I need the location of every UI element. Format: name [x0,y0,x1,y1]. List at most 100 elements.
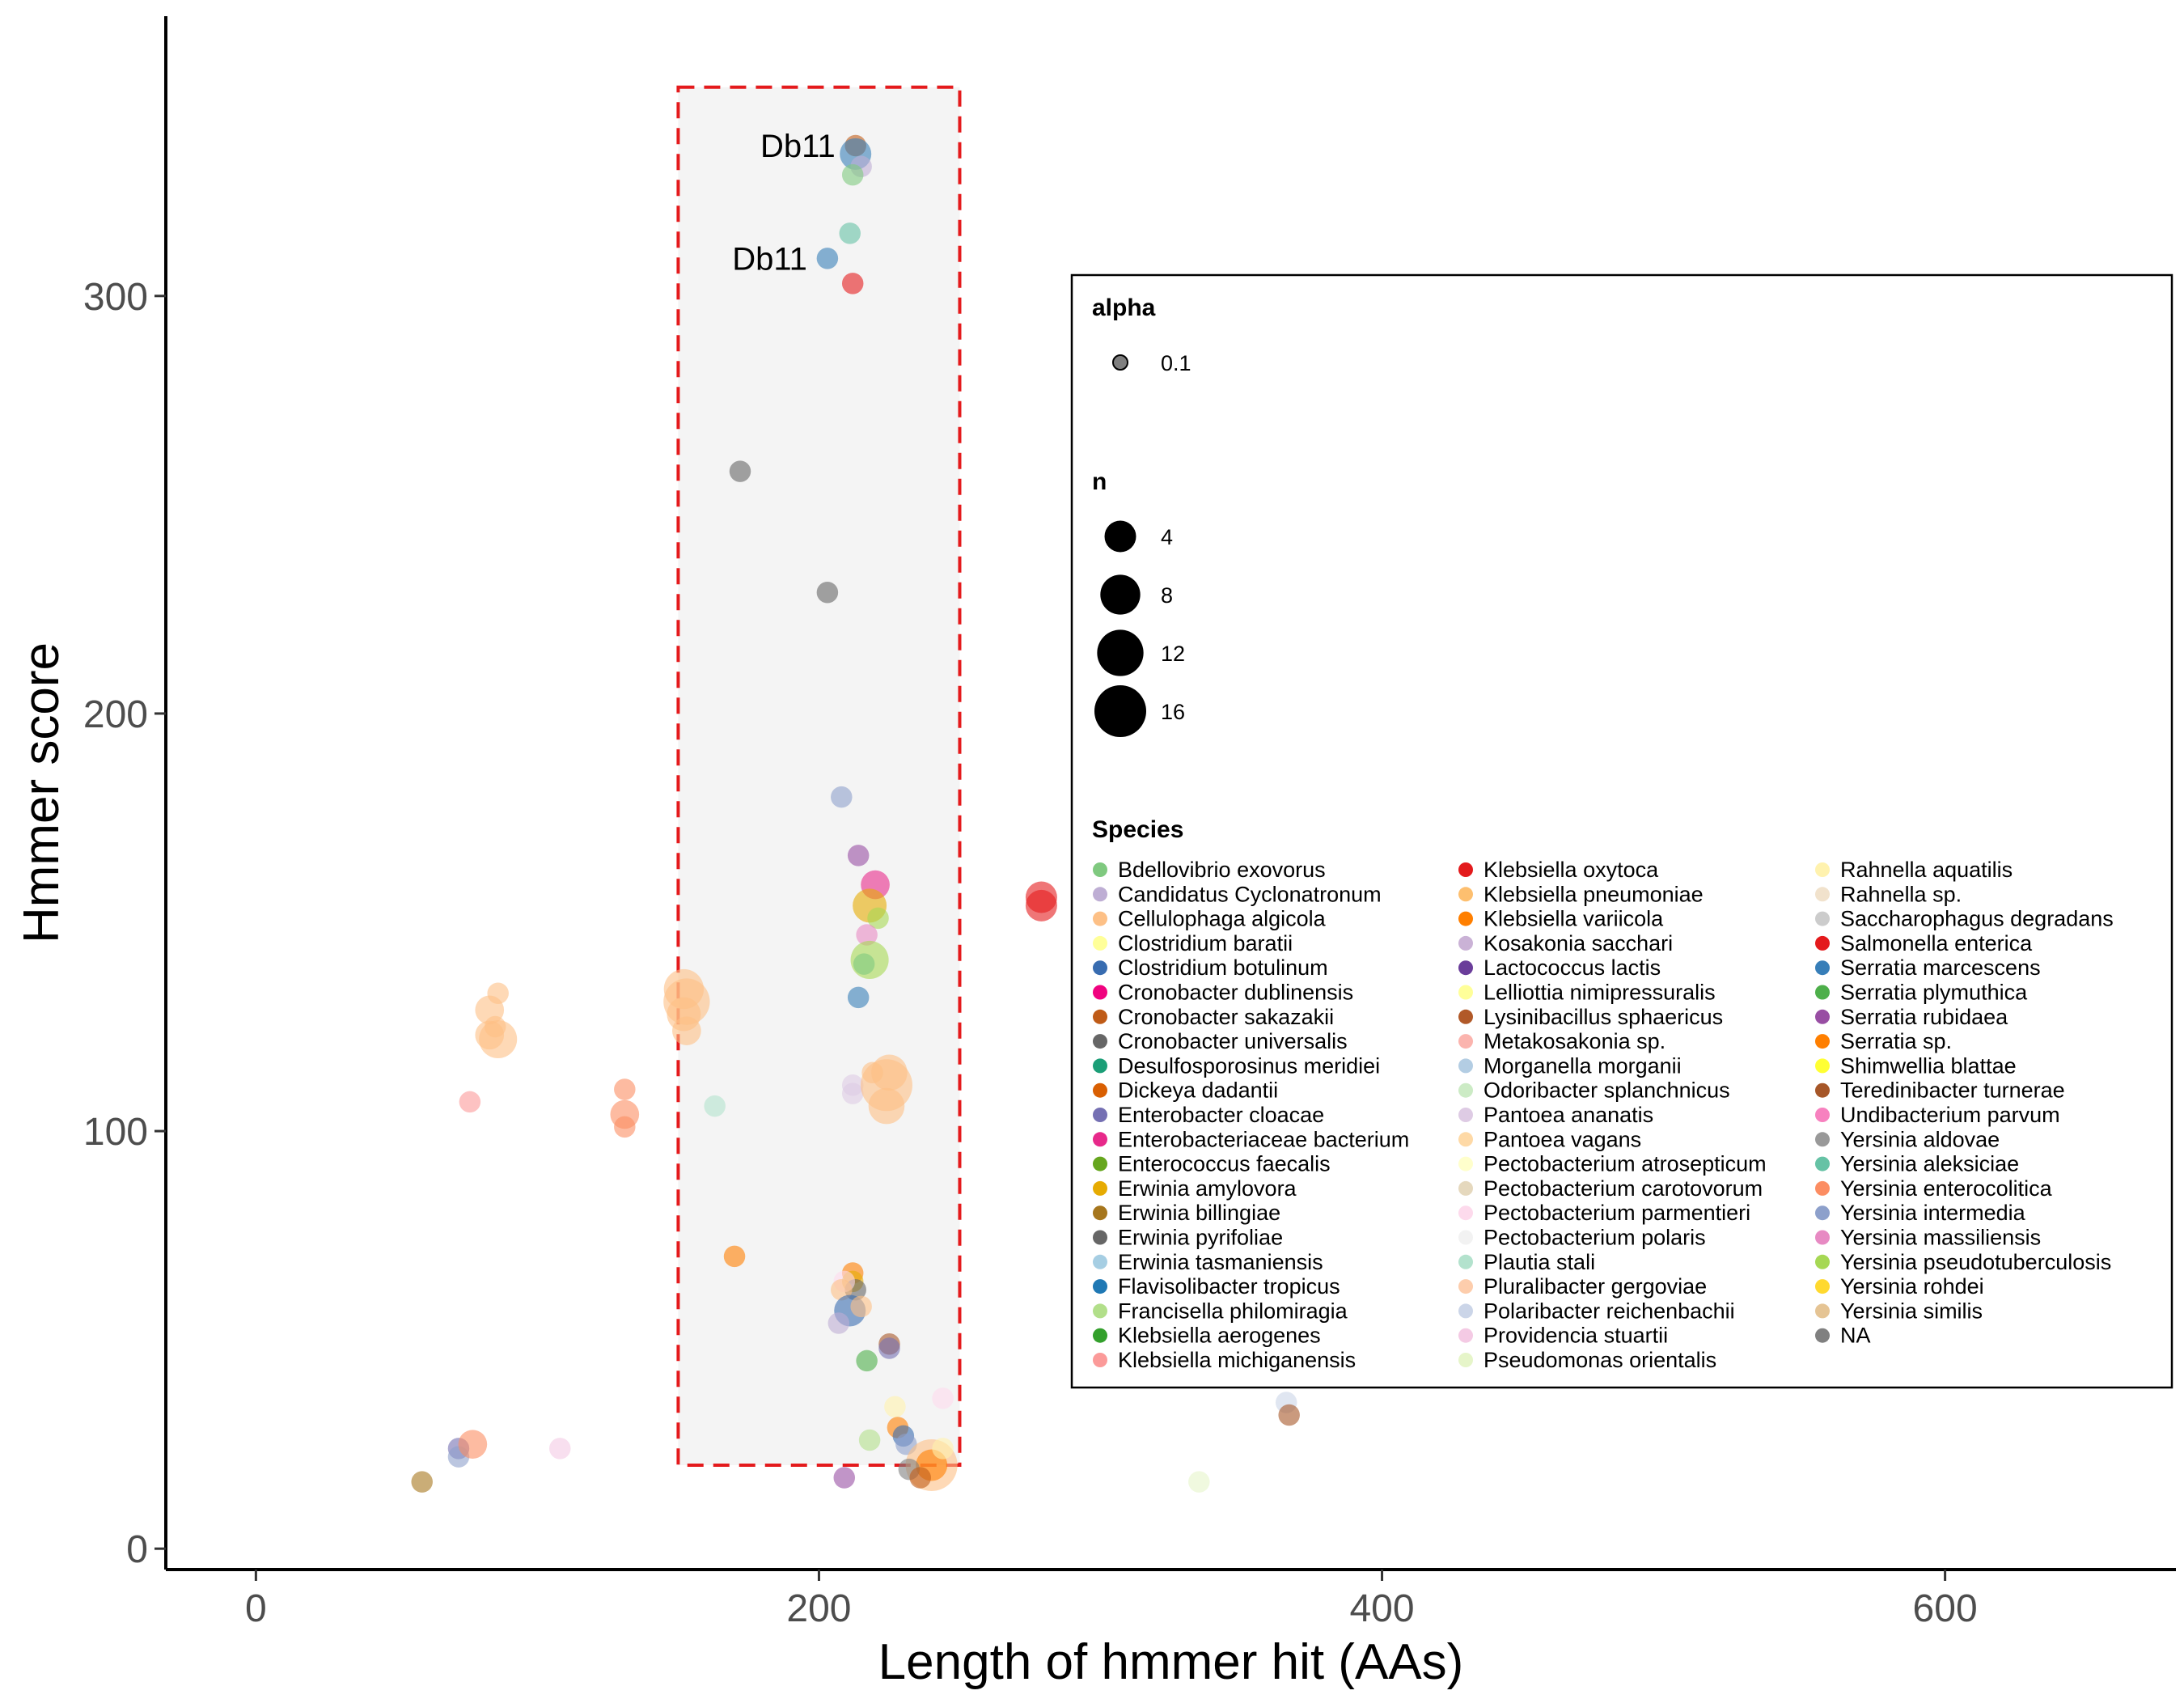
data-point [475,1020,505,1050]
legend-species-label: NA [1840,1324,1871,1348]
legend-species-key [1093,1156,1107,1172]
legend-species-label: Serratia sp. [1840,1029,1952,1053]
legend-species-key [1093,1353,1107,1367]
legend-species-label: Pluralibacter gergoviae [1484,1274,1707,1299]
legend-species-key [1815,935,1830,951]
legend-species-label: Clostridium botulinum [1118,955,1328,980]
legend-species-label: Pectobacterium polaris [1484,1226,1706,1250]
legend-species-key [1458,1132,1473,1147]
legend-species-label: Enterobacteriaceae bacterium [1118,1127,1409,1151]
x-tick-label: 600 [1913,1587,1978,1630]
legend-species-key [1093,1132,1107,1147]
data-point [839,222,861,244]
legend-species-label: Saccharophagus degradans [1840,907,2114,931]
data-point [672,1016,701,1046]
data-point [459,1091,481,1113]
legend-species-key [1458,911,1473,926]
legend-species-label: Cronobacter sakazakii [1118,1005,1334,1029]
legend-species-key [1093,935,1107,951]
legend-size-label: 8 [1161,583,1173,608]
legend-size-key [1100,574,1141,615]
data-point [856,1349,878,1372]
legend-species-key [1815,1108,1830,1122]
legend-species-key [1458,862,1473,877]
legend-species-key [1815,1205,1830,1221]
legend-species-label: Odoribacter splanchnicus [1484,1078,1730,1103]
legend-alpha-label: 0.1 [1161,351,1191,375]
legend-size-key [1094,685,1146,737]
y-axis-title: Hmmer score [14,642,70,943]
legend-species-label: Candidatus Cyclonatronum [1118,882,1382,906]
point-annotation: Db11 [732,241,807,277]
x-tick-label: 0 [245,1587,267,1630]
legend-species-label: Klebsiella michiganensis [1118,1348,1356,1372]
legend-species-key [1093,1205,1107,1221]
legend-species-label: Pectobacterium parmentieri [1484,1201,1750,1225]
point-annotation: Db11 [760,129,836,164]
legend-species-label: Yersinia enterocolitica [1840,1176,2053,1201]
legend-species-key [1458,935,1473,951]
legend-species-key [1093,1009,1107,1024]
legend-species-label: Providencia stuartii [1484,1324,1668,1348]
data-point [867,907,889,930]
data-point [816,582,839,604]
legend-size-label: 16 [1161,700,1185,724]
legend-species-label: Cronobacter dublinensis [1118,981,1353,1005]
annotation-layer: Db11 Db11 [732,129,835,277]
y-tick-label: 0 [126,1528,148,1571]
data-point [729,460,751,482]
legend-alpha-key [1112,354,1128,371]
data-point [831,786,853,808]
legend-species-label: Klebsiella variicola [1484,907,1664,931]
data-point [858,1429,881,1451]
legend-species-label: Erwinia billingiae [1118,1201,1280,1225]
legend-species-key [1458,1279,1473,1294]
x-tick-label: 200 [786,1587,851,1630]
data-point [841,273,864,294]
data-point [831,1278,853,1301]
data-point [847,986,870,1009]
legend-species-key [1093,960,1107,976]
legend-species-label: Cronobacter universalis [1118,1029,1348,1053]
legend-species-key [1458,1009,1473,1024]
legend-species-label: Shimwellia blattae [1840,1053,2017,1078]
legend-species-key [1458,1230,1473,1245]
legend-species-label: Desulfosporosinus meridiei [1118,1053,1380,1078]
legend-species-label: Klebsiella aerogenes [1118,1324,1321,1348]
legend-species-key [1815,1230,1830,1245]
legend-species-label: Metakosakonia sp. [1484,1029,1666,1053]
data-point [614,1078,636,1100]
legend-species-label: Polaribacter reichenbachii [1484,1299,1735,1323]
legend-species-label: Serratia rubidaea [1840,1005,2008,1029]
legend-species-label: Klebsiella oxytoca [1484,858,1659,882]
highlight-box [676,85,962,1467]
legend-species-label: Bdellovibrio exovorus [1118,858,1326,882]
legend-species-label: Rahnella aquatilis [1840,858,2013,882]
data-point [847,845,870,866]
legend-species-key [1815,1132,1830,1147]
legend-species-key [1458,985,1473,1000]
legend-species-key [1458,1303,1473,1319]
legend-species-key [1458,1254,1473,1269]
data-point [833,1467,856,1489]
data-point [827,1312,850,1334]
legend-species-key [1815,1279,1830,1294]
legend-species-label: Undibacterium parvum [1840,1103,2060,1127]
data-point [411,1471,433,1493]
legend-species-key [1093,1230,1107,1245]
legend-species-label: Enterococcus faecalis [1118,1152,1331,1176]
axes-layer: 0 200 400 600 0 100 200 300 Length of hmmer hit … [14,16,2176,1690]
data-point [1278,1404,1300,1426]
legend-species-key [1815,985,1830,1000]
legend-size-key [1097,629,1144,676]
legend-species-key [1815,911,1830,926]
y-tick-label: 300 [83,276,148,319]
legend-species-key [1815,1254,1830,1269]
legend-species-label: Salmonella enterica [1840,931,2033,955]
legend-species-key [1458,1156,1473,1172]
legend-species-key [1815,887,1830,902]
legend-species-key [1458,1205,1473,1221]
legend-alpha-title: alpha [1092,294,1156,321]
legend-species-key [1815,1009,1830,1024]
data-point [549,1438,571,1460]
